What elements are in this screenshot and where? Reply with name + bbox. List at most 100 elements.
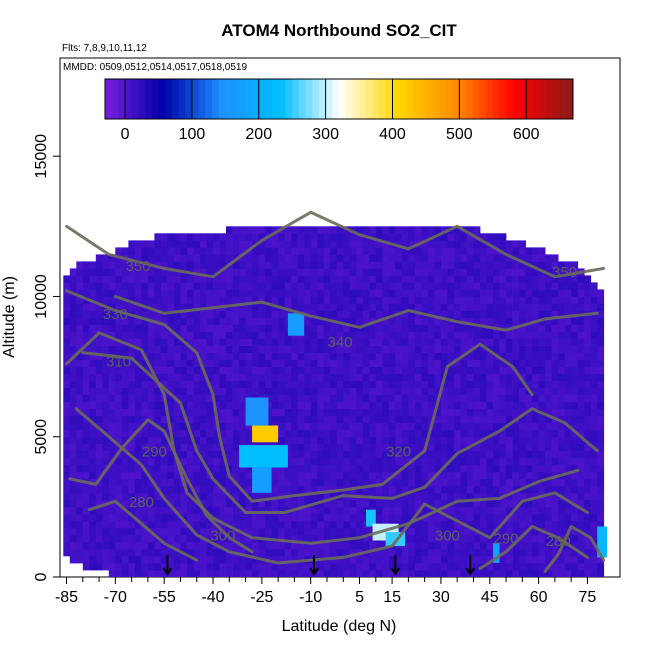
field-cell — [434, 268, 442, 276]
field-cell — [239, 261, 246, 269]
field-cell — [590, 324, 598, 332]
field-cell — [323, 247, 331, 255]
field-cell — [102, 408, 110, 417]
field-cell — [506, 317, 513, 325]
colorbar-cell — [165, 79, 173, 119]
field-cell — [480, 345, 487, 353]
field-cell — [382, 359, 390, 367]
field-cell — [369, 541, 377, 550]
field-cell — [304, 233, 312, 241]
field-cell — [102, 556, 110, 564]
field-cell — [460, 303, 468, 311]
contour-label: 280 — [546, 533, 571, 550]
field-cell — [232, 296, 240, 304]
field-cell — [356, 240, 364, 248]
field-cell — [160, 556, 168, 564]
field-cell — [356, 261, 364, 269]
field-cell — [440, 226, 448, 234]
field-cell — [82, 506, 90, 515]
field-cell — [401, 534, 409, 543]
field-cell — [206, 457, 214, 466]
field-cell — [577, 317, 585, 325]
field-cell — [219, 254, 227, 262]
field-cell — [499, 457, 507, 466]
field-cell — [447, 338, 455, 346]
field-cell — [414, 380, 422, 388]
field-cell — [343, 570, 351, 577]
field-cell — [395, 401, 403, 410]
field-cell — [532, 331, 539, 339]
field-cell — [232, 380, 240, 388]
flight-arrows — [162, 555, 476, 576]
field-cell — [284, 338, 292, 346]
field-cell — [278, 310, 285, 318]
field-cell — [69, 303, 77, 311]
field-cell — [427, 352, 435, 360]
field-cell — [265, 226, 272, 234]
field-cell — [369, 324, 377, 332]
field-cell — [291, 415, 299, 424]
field-cell — [147, 240, 155, 248]
field-cell — [304, 401, 312, 410]
field-cell — [356, 527, 364, 536]
field-cell — [356, 345, 364, 353]
field-cell — [408, 240, 416, 248]
field-cell — [499, 261, 507, 269]
field-cell — [532, 499, 539, 508]
field-cell — [571, 443, 579, 452]
field-cell — [538, 366, 546, 374]
field-cell — [454, 548, 461, 557]
field-cell — [115, 317, 123, 325]
field-cell — [187, 303, 194, 311]
field-cell — [414, 520, 422, 529]
field-cell — [252, 366, 259, 374]
field-cell — [486, 436, 494, 445]
field-cell — [408, 338, 416, 346]
field-cell — [486, 450, 494, 459]
field-cell — [252, 373, 259, 381]
field-cell — [506, 352, 513, 360]
field-cell — [128, 275, 136, 283]
field-cell — [499, 310, 507, 318]
field-cell — [187, 310, 194, 318]
field-cell — [434, 240, 442, 248]
field-cell — [421, 345, 429, 353]
field-cell — [532, 366, 539, 374]
field-cell — [551, 387, 559, 395]
field-cell — [519, 408, 526, 417]
field-cell — [447, 408, 455, 417]
field-cell — [252, 261, 259, 269]
field-cell — [219, 464, 227, 473]
field-cell — [590, 520, 598, 529]
field-cell — [460, 261, 468, 269]
field-cell — [69, 296, 77, 304]
field-cell — [427, 527, 435, 536]
field-cell — [545, 303, 552, 311]
field-cell — [252, 380, 259, 388]
field-cell — [245, 520, 253, 529]
field-cell — [440, 436, 448, 445]
chart-title: ATOM4 Northbound SO2_CIT — [221, 21, 457, 40]
field-cell — [519, 457, 526, 466]
field-cell — [297, 485, 305, 494]
field-cell — [108, 401, 116, 410]
field-cell — [219, 394, 227, 402]
field-cell — [597, 310, 605, 318]
field-cell — [284, 282, 292, 290]
field-cell — [154, 415, 162, 424]
field-cell — [278, 485, 285, 494]
field-cell — [343, 527, 351, 536]
field-cell — [362, 422, 370, 431]
field-cell — [473, 296, 481, 304]
field-cell — [440, 289, 448, 297]
field-cell — [538, 422, 546, 431]
field-cell — [414, 261, 422, 269]
field-cell — [414, 415, 422, 424]
field-cell — [512, 359, 520, 367]
field-cell — [434, 513, 442, 522]
field-cell — [375, 261, 383, 269]
field-cell — [545, 450, 552, 459]
field-cell — [297, 359, 305, 367]
field-cell — [388, 380, 396, 388]
